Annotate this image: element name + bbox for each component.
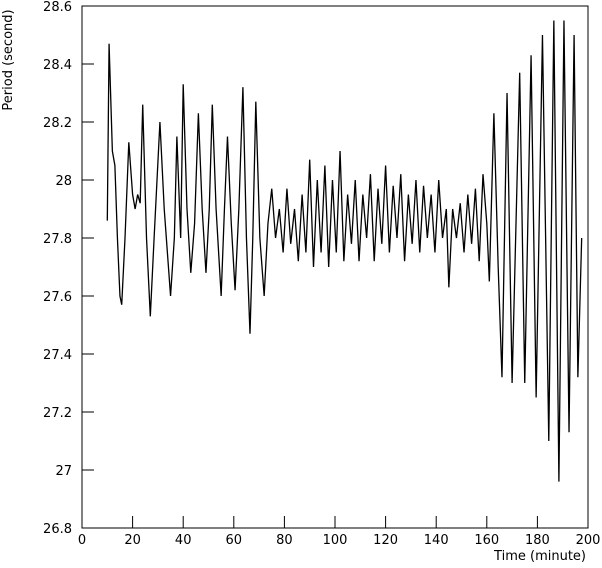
- y-tick-label: 27.6: [43, 290, 72, 305]
- x-tick-label: 200: [576, 533, 601, 548]
- x-axis-label: Time (minute): [493, 549, 586, 564]
- x-tick-label: 0: [78, 533, 86, 548]
- y-tick-label: 26.8: [43, 522, 72, 537]
- y-tick-label: 28: [55, 174, 72, 189]
- y-tick-label: 27: [55, 464, 72, 479]
- x-tick-label: 140: [424, 533, 449, 548]
- y-tick-label: 28.2: [43, 116, 72, 131]
- x-tick-label: 60: [226, 533, 243, 548]
- x-tick-label: 100: [323, 533, 348, 548]
- x-tick-label: 120: [373, 533, 398, 548]
- x-tick-label: 80: [276, 533, 293, 548]
- y-axis-label: Period (second): [1, 9, 16, 110]
- plot-frame: [81, 5, 589, 529]
- y-tick-label: 27.2: [43, 406, 72, 421]
- x-tick-label: 180: [525, 533, 550, 548]
- data-line: [106, 20, 583, 482]
- y-tick-label: 27.4: [43, 348, 72, 363]
- x-tick-label: 40: [175, 533, 192, 548]
- y-tick-label: 28.6: [43, 0, 72, 15]
- y-tick-label: 28.4: [43, 58, 72, 73]
- y-tick-label: 27.8: [43, 232, 72, 247]
- x-tick-label: 160: [474, 533, 499, 548]
- x-tick-label: 20: [124, 533, 141, 548]
